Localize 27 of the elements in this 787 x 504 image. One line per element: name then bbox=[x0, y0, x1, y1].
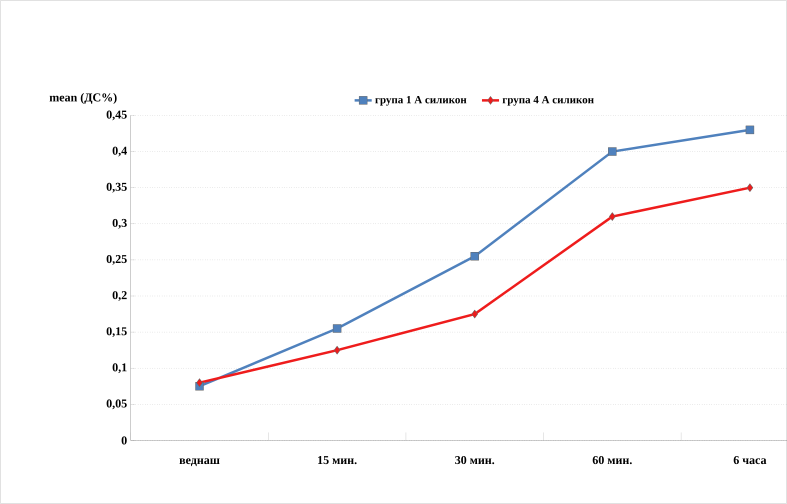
point bbox=[334, 346, 340, 354]
x-tick-label: 60 мин. bbox=[592, 456, 632, 464]
legend-label: група 1 А силикон bbox=[375, 96, 466, 106]
y-tick-label: 0,1 bbox=[112, 363, 127, 374]
point bbox=[332, 324, 342, 333]
point bbox=[746, 183, 754, 192]
y-tick-label: 0,4 bbox=[112, 146, 127, 156]
y-tick-label: 0,35 bbox=[106, 182, 127, 193]
legend-label: група 4 А силикон bbox=[502, 96, 594, 106]
y-tick-label: 0,45 bbox=[106, 110, 127, 120]
y-tick-label: 0,2 bbox=[112, 291, 127, 301]
point bbox=[196, 378, 203, 387]
point bbox=[746, 126, 754, 134]
y-tick-label: 0,15 bbox=[106, 327, 127, 338]
x-tick-label: веднаш bbox=[179, 458, 220, 466]
y-tick-label: 0,3 bbox=[112, 218, 127, 229]
y-tick-label: 0,05 bbox=[106, 399, 127, 410]
y-tick-label: 0 bbox=[122, 436, 127, 444]
x-tick-label: 6 часа bbox=[734, 456, 766, 464]
x-tick-label: 15 мин. bbox=[318, 456, 357, 464]
point bbox=[609, 212, 616, 221]
point bbox=[471, 310, 478, 318]
y-axis-title: mean (ДС%) bbox=[50, 93, 117, 104]
point bbox=[608, 147, 617, 156]
x-tick-label: 30 мин. bbox=[455, 456, 494, 464]
y-tick-label: 0,25 bbox=[106, 254, 127, 265]
point bbox=[470, 252, 479, 261]
